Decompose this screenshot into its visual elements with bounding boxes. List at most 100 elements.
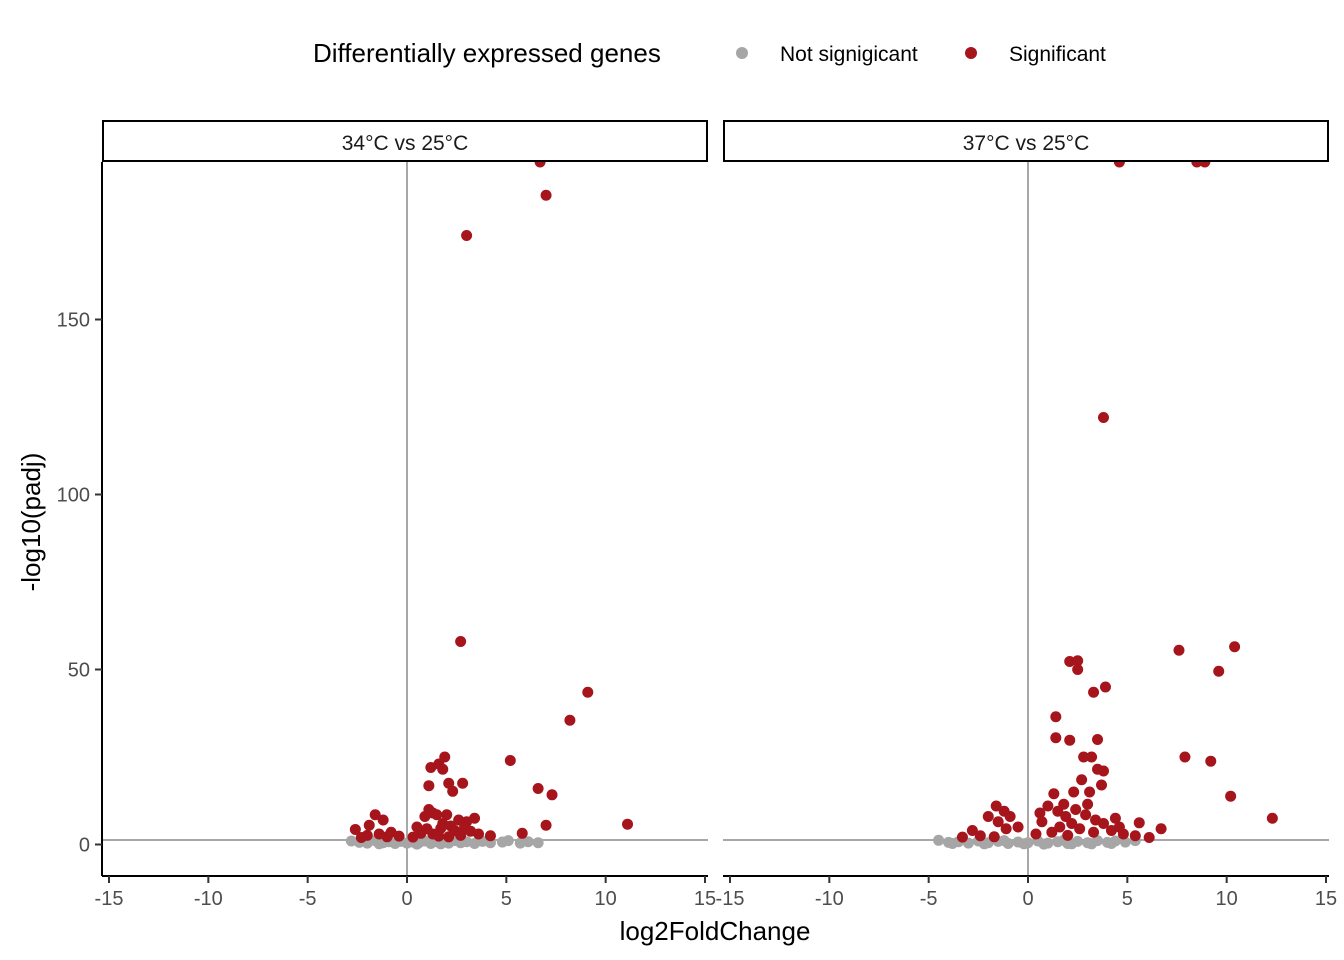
legend-title: Differentially expressed genes [313,38,661,68]
panel-strip [723,120,1329,162]
point-significant [1266,812,1278,824]
point-significant [1092,734,1104,745]
point-significant [1048,788,1060,800]
point-significant [582,686,594,698]
point-not-significant [933,834,945,846]
panel-strip [102,120,708,162]
y-tick-label: 50 [68,660,90,682]
point-significant [532,783,544,794]
point-significant [484,830,496,842]
point-significant [1229,641,1241,653]
point-significant [381,831,393,843]
y-axis: 0 50 100 150 [57,310,102,857]
panel-strip-label: 34°C vs 25°C [342,132,469,155]
x-axis-title: log2FoldChange [620,916,811,946]
point-significant [1133,817,1145,829]
point-significant [441,809,453,821]
y-tick-label: 0 [79,835,90,857]
point-significant [355,832,367,843]
x-tick-label: -15 [95,888,124,910]
point-significant [1097,412,1109,423]
point-significant [423,780,435,792]
point-significant [1068,786,1080,798]
point-significant [516,827,528,839]
point-significant [992,816,1004,828]
point-significant [407,831,419,843]
y-tick-label: 150 [57,310,90,332]
point-significant [447,785,459,797]
x-tick-label: -10 [194,888,223,910]
y-tick-label: 100 [57,485,90,507]
point-not-significant [522,836,534,848]
point-not-significant [947,837,959,849]
plot-area [102,162,708,876]
point-significant [1080,809,1092,821]
point-significant [1173,644,1185,656]
point-significant [431,809,443,821]
point-significant [1113,162,1125,168]
point-significant [1046,826,1058,838]
point-significant [1074,823,1086,835]
point-significant [1086,751,1098,763]
x-tick-label: 0 [1022,888,1033,910]
point-not-significant [1038,838,1050,850]
point-significant [988,831,1000,843]
point-significant [1030,828,1042,840]
x-tick-label: 0 [401,888,412,910]
legend-key-significant [965,47,977,59]
x-tick-label: -5 [299,888,317,910]
point-significant [461,230,473,241]
point-significant [349,823,361,835]
legend-label-significant: Significant [1009,43,1106,66]
point-significant [1084,786,1096,798]
point-significant [1097,765,1109,777]
point-significant [1052,805,1064,817]
point-significant [1050,732,1062,744]
x-tick-label: -5 [920,888,938,910]
point-significant [1129,830,1141,842]
legend-key-not-significant [736,47,748,59]
point-significant [465,825,477,837]
point-significant [1225,790,1237,802]
point-significant [455,636,467,647]
point-significant [1066,818,1078,829]
point-significant [443,831,455,843]
point-significant [1062,829,1074,841]
point-significant [966,825,978,836]
point-significant [377,814,389,826]
point-significant [1034,807,1046,819]
x-tick-label: 15 [694,888,716,910]
point-significant [1097,818,1109,829]
point-significant [1109,812,1121,824]
point-significant [1072,655,1084,667]
point-significant [363,819,375,831]
x-tick-label: -15 [716,888,745,910]
point-significant [1000,823,1012,835]
point-significant [1012,821,1024,833]
point-significant [504,755,516,766]
point-significant [445,820,457,832]
point-significant [1205,755,1217,767]
point-significant [425,762,437,773]
point-not-significant [998,835,1010,847]
x-tick-label: 10 [595,888,617,910]
point-significant [1050,711,1062,723]
point-significant [419,811,431,822]
point-significant [1036,816,1048,828]
point-significant [1213,665,1225,677]
x-tick-label: 5 [1122,888,1133,910]
point-significant [1076,774,1088,786]
legend-label-not-significant: Not signigicant [780,43,918,66]
point-significant [990,800,1002,812]
point-not-significant [373,838,385,850]
point-significant [1088,686,1100,698]
point-not-significant [1086,838,1098,850]
point-significant [540,189,552,201]
point-significant [564,714,576,726]
point-not-significant [532,837,544,849]
point-significant [1072,664,1084,675]
point-significant [534,162,546,168]
point-significant [540,819,552,831]
point-significant [1155,823,1167,835]
point-significant [1064,734,1076,746]
